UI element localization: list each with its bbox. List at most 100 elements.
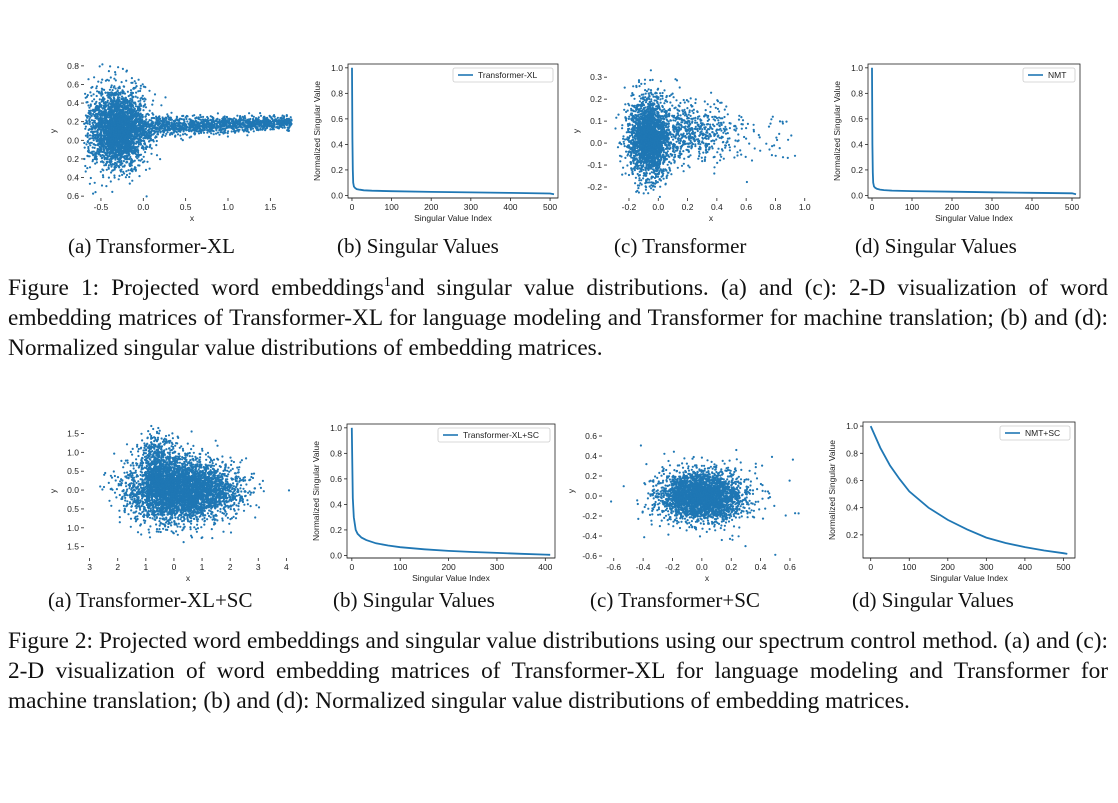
scatter-point — [236, 114, 239, 117]
scatter-point — [110, 108, 113, 111]
scatter-point — [120, 154, 123, 157]
scatter-point — [124, 120, 127, 123]
scatter-point — [88, 166, 92, 169]
scatter-point — [265, 125, 268, 128]
scatter-point — [114, 109, 118, 112]
scatter-point — [221, 124, 224, 127]
scatter-point — [87, 104, 90, 107]
scatter-point — [120, 168, 123, 171]
scatter-point — [242, 116, 245, 119]
scatter-point — [139, 139, 143, 143]
scatter-point — [668, 94, 671, 98]
scatter-point — [128, 124, 131, 128]
scatter-point — [241, 128, 244, 131]
scatter-point — [135, 91, 138, 94]
scatter-point — [188, 118, 191, 121]
scatter-point — [108, 93, 111, 96]
scatter-point — [116, 90, 119, 93]
scatter-point — [117, 130, 120, 133]
scatter-point — [130, 115, 133, 118]
scatter-point — [219, 126, 222, 129]
scatter-point — [134, 148, 137, 151]
scatter-point — [86, 94, 89, 97]
scatter-point — [152, 99, 155, 102]
scatter-point — [227, 130, 230, 133]
scatter-point — [239, 115, 242, 118]
scatter-point — [133, 159, 136, 162]
scatter-point — [179, 134, 182, 137]
scatter-point — [281, 124, 284, 127]
scatter-point — [220, 129, 223, 132]
scatter-point — [120, 163, 123, 166]
y-tick-label: 0.2 — [67, 117, 79, 127]
scatter-point — [97, 153, 100, 156]
scatter-point — [137, 78, 140, 81]
scatter-point — [88, 106, 91, 109]
scatter-point — [84, 170, 87, 173]
scatter-point — [146, 131, 150, 135]
scatter-point — [650, 98, 653, 101]
y-axis-label: y — [48, 128, 58, 133]
scatter-point — [87, 78, 90, 81]
scatter-point — [640, 179, 643, 182]
scatter-point — [110, 165, 113, 168]
f1b-panel: Transformer-XL 0 100 200 300 400 500 0.0 0.2 0.4 0… — [308, 56, 568, 231]
scatter-point — [96, 90, 99, 93]
scatter-point — [142, 130, 145, 133]
scatter-point — [251, 127, 255, 130]
scatter-point — [118, 96, 121, 99]
scatter-point — [163, 120, 166, 124]
scatter-point — [119, 111, 122, 114]
scatter-point — [92, 192, 95, 195]
scatter-point — [163, 123, 166, 126]
scatter-point — [139, 125, 142, 128]
scatter-point — [231, 118, 235, 122]
scatter-point — [99, 170, 102, 173]
scatter-point — [140, 118, 143, 121]
scatter-point — [100, 87, 103, 90]
scatter-point — [89, 109, 93, 112]
scatter-point — [155, 121, 158, 124]
scatter-point — [121, 165, 124, 168]
scatter-point — [670, 162, 673, 165]
scatter-point — [90, 125, 93, 128]
scatter-point — [97, 123, 100, 126]
scatter-point — [110, 124, 113, 127]
scatter-point — [87, 149, 90, 152]
scatter-point — [128, 149, 132, 152]
scatter-point — [249, 117, 252, 121]
x-tick-label: -0.5 — [94, 202, 109, 212]
scatter-point — [87, 128, 90, 132]
scatter-point — [109, 131, 112, 134]
scatter-point — [181, 114, 184, 118]
scatter-point — [90, 128, 93, 131]
scatter-point — [159, 158, 162, 161]
scatter-point — [124, 151, 127, 154]
scatter-point — [632, 162, 635, 165]
scatter-point — [108, 158, 111, 161]
scatter-point — [114, 154, 117, 157]
scatter-point — [101, 63, 104, 66]
scatter-point — [158, 128, 161, 131]
scatter-point — [109, 86, 113, 89]
scatter-point — [119, 105, 122, 108]
scatter-point — [181, 124, 184, 127]
scatter-point — [137, 164, 140, 167]
y-tick-label: 0.0 — [67, 135, 79, 145]
scatter-point — [247, 119, 250, 122]
scatter-point — [144, 98, 147, 101]
y-axis-label: Normalized Singular Value — [312, 81, 322, 181]
scatter-point — [91, 85, 94, 89]
scatter-point — [144, 151, 147, 154]
scatter-point — [216, 131, 220, 134]
scatter-point — [237, 128, 240, 131]
scatter-point — [116, 139, 119, 143]
scatter-point — [623, 142, 626, 145]
scatter-point — [624, 103, 627, 106]
scatter-point — [216, 120, 219, 123]
scatter-point — [152, 113, 155, 116]
scatter-point — [120, 144, 123, 148]
scatter-point — [83, 122, 86, 125]
scatter-point — [217, 126, 220, 129]
scatter-point — [113, 124, 117, 127]
